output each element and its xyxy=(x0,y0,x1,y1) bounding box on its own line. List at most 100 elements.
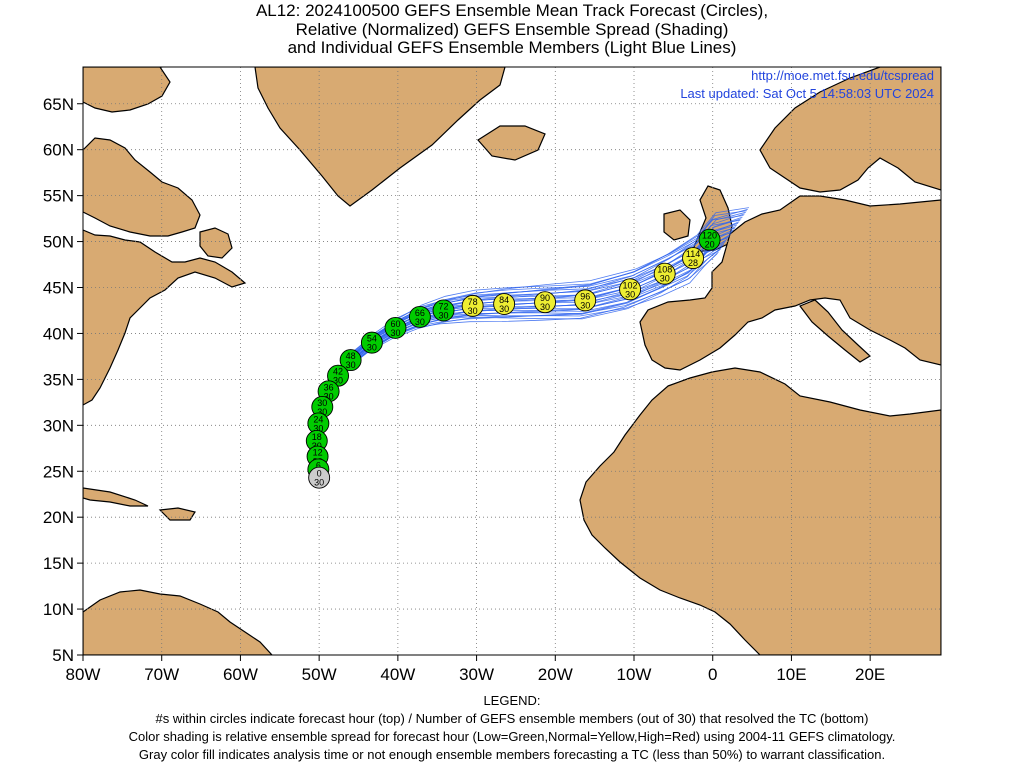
forecast-hour-label: 96 xyxy=(580,291,590,301)
x-tick-label: 20W xyxy=(538,665,573,684)
member-count-label: 30 xyxy=(499,304,509,314)
x-tick-label: 10E xyxy=(776,665,806,684)
member-count-label: 30 xyxy=(660,274,670,284)
legend-line-2: Color shading is relative ensemble sprea… xyxy=(128,729,896,744)
ensemble-mean-track: 1202011428108301023096309030843078307230… xyxy=(305,228,721,489)
track-point-circle xyxy=(534,291,557,314)
title-line-3: and Individual GEFS Ensemble Members (Li… xyxy=(287,38,737,57)
land-greenland xyxy=(254,67,506,207)
y-tick-label: 40N xyxy=(43,324,74,343)
track-point-circle xyxy=(698,228,721,251)
land-scandinavia xyxy=(759,67,941,193)
member-count-label: 28 xyxy=(688,258,698,268)
forecast-hour-label: 108 xyxy=(657,265,672,275)
member-count-label: 30 xyxy=(415,317,425,327)
x-tick-label: 30W xyxy=(459,665,494,684)
forecast-hour-label: 54 xyxy=(367,334,377,344)
land-north-america xyxy=(83,229,247,406)
track-point-circle xyxy=(408,305,431,328)
forecast-hour-label: 48 xyxy=(346,351,356,361)
track-point-circle xyxy=(308,466,331,489)
land-hispaniola xyxy=(158,507,196,521)
forecast-hour-label: 42 xyxy=(333,367,343,377)
member-count-label: 30 xyxy=(324,391,334,401)
y-axis-ticks: 5N 10N 15N 20N 25N 30N 35N 40N 45N 50N 55N 60N 65N xyxy=(43,95,83,665)
x-tick-label: 40W xyxy=(380,665,415,684)
land-south-america xyxy=(83,589,273,655)
forecast-hour-label: 36 xyxy=(324,382,334,392)
member-count-label: 30 xyxy=(314,478,324,488)
track-point-circle xyxy=(339,349,362,372)
track-point-circle xyxy=(432,299,455,322)
y-tick-label: 15N xyxy=(43,554,74,573)
member-count-label: 20 xyxy=(705,240,715,250)
member-count-label: 30 xyxy=(313,423,323,433)
legend-line-1: #s within circles indicate forecast hour… xyxy=(155,711,869,726)
chart-title: AL12: 2024100500 GEFS Ensemble Mean Trac… xyxy=(0,1,1024,58)
x-tick-label: 20E xyxy=(855,665,885,684)
source-url[interactable]: http://moe.met.fsu.edu/tcspread xyxy=(751,68,934,83)
forecast-hour-label: 72 xyxy=(439,301,449,311)
track-point-circle xyxy=(653,262,676,285)
y-tick-label: 10N xyxy=(43,600,74,619)
forecast-hour-label: 0 xyxy=(317,469,322,479)
forecast-hour-label: 78 xyxy=(468,297,478,307)
forecast-hour-label: 84 xyxy=(499,295,509,305)
land-iceland xyxy=(477,125,546,161)
last-updated: Last updated: Sat Oct 5 14:58:03 UTC 202… xyxy=(680,86,934,101)
land-layer xyxy=(83,67,941,655)
track-point-circle xyxy=(493,293,516,315)
track-point-circle xyxy=(619,278,642,301)
x-tick-label: 10W xyxy=(617,665,652,684)
forecast-hour-label: 66 xyxy=(415,308,425,318)
legend-line-3: Gray color fill indicates analysis time … xyxy=(138,747,886,762)
land-newfoundland xyxy=(199,227,233,259)
member-count-label: 30 xyxy=(346,360,356,370)
member-count-label: 30 xyxy=(540,302,550,312)
y-tick-label: 5N xyxy=(52,646,74,665)
member-count-label: 30 xyxy=(468,306,478,316)
track-point-circle xyxy=(574,289,597,312)
member-count-label: 30 xyxy=(317,407,327,417)
y-tick-label: 65N xyxy=(43,95,74,114)
forecast-hour-label: 60 xyxy=(390,319,400,329)
member-count-label: 30 xyxy=(439,310,449,320)
y-tick-label: 55N xyxy=(43,187,74,206)
y-tick-label: 35N xyxy=(43,370,74,389)
graticule xyxy=(83,67,941,655)
y-tick-label: 25N xyxy=(43,462,74,481)
track-point-circle xyxy=(360,331,383,354)
land-ireland xyxy=(663,209,691,241)
member-count-label: 30 xyxy=(625,289,635,299)
legend: LEGEND: #s within circles indicate forec… xyxy=(0,692,1024,764)
map-frame xyxy=(82,66,942,656)
member-count-label: 30 xyxy=(367,343,377,353)
member-count-label: 30 xyxy=(333,376,343,386)
title-line-1: AL12: 2024100500 GEFS Ensemble Mean Trac… xyxy=(255,1,769,20)
member-count-label: 30 xyxy=(390,328,400,338)
forecast-hour-label: 18 xyxy=(312,432,322,442)
member-count-label: 30 xyxy=(580,300,590,310)
x-tick-label: 70W xyxy=(144,665,179,684)
track-point-circle xyxy=(461,294,484,317)
title-line-2: Relative (Normalized) GEFS Ensemble Spre… xyxy=(295,19,729,39)
land-europe-main xyxy=(639,195,941,371)
legend-heading: LEGEND: xyxy=(483,693,541,708)
track-point-circle xyxy=(682,247,704,270)
y-tick-label: 30N xyxy=(43,416,74,435)
forecast-hour-label: 24 xyxy=(313,414,323,424)
x-axis-ticks: 80W 70W 60W 50W 40W 30W 20W 10W 0 10E 20E xyxy=(66,655,885,684)
y-tick-label: 20N xyxy=(43,508,74,527)
